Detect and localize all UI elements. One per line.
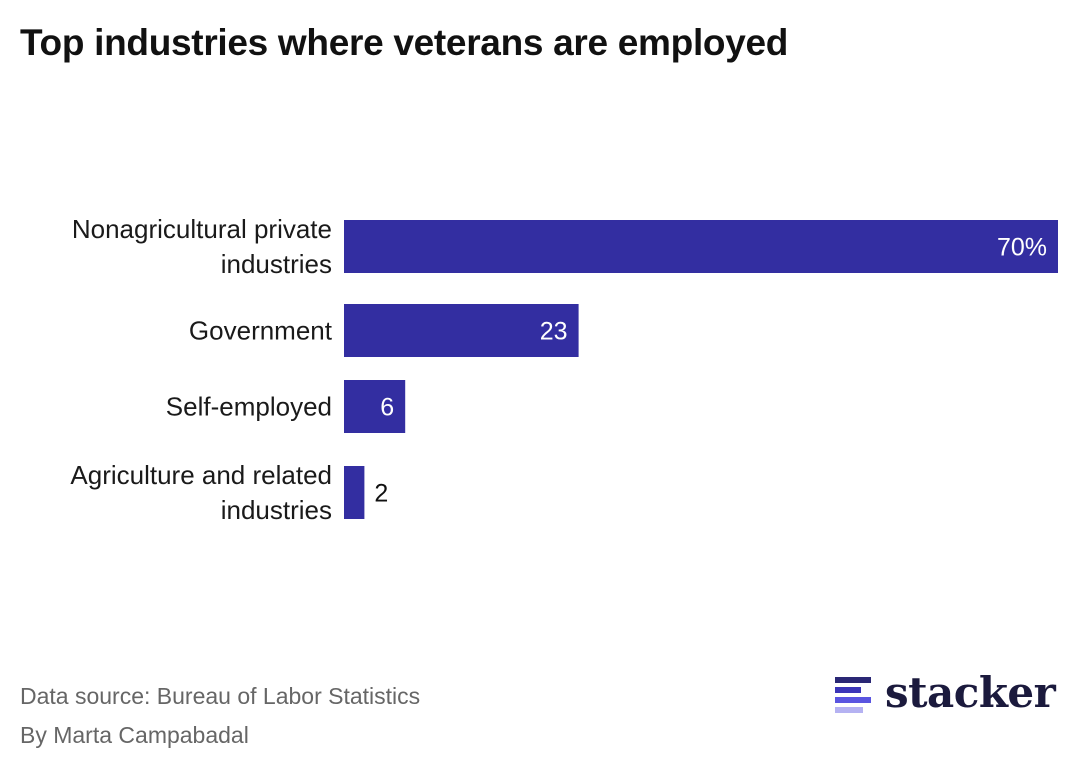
category-label: Nonagricultural private (72, 214, 332, 244)
bar (344, 466, 365, 519)
category-label: industries (221, 249, 332, 279)
value-label: 70% (997, 234, 1047, 262)
stacker-wordmark: stacker (885, 668, 1056, 717)
value-label: 23 (540, 318, 568, 346)
bar (344, 220, 1058, 273)
data-source: Data source: Bureau of Labor Statistics (20, 683, 421, 709)
value-label: 2 (374, 480, 388, 508)
category-label: Self-employed (166, 392, 332, 422)
category-label: Agriculture and related (70, 460, 332, 490)
category-label: Government (189, 316, 333, 346)
bar (344, 380, 406, 433)
category-label: industries (221, 495, 332, 525)
chart-title: Top industries where veterans are employ… (20, 22, 789, 63)
bar (344, 304, 579, 357)
stacker-logo: stacker (835, 668, 1056, 717)
byline: By Marta Campabadal (20, 722, 249, 748)
stacker-logo-icon (835, 673, 871, 713)
bar-chart: Nonagricultural private industries 70% Gove… (70, 214, 1058, 525)
value-label: 6 (380, 394, 394, 422)
